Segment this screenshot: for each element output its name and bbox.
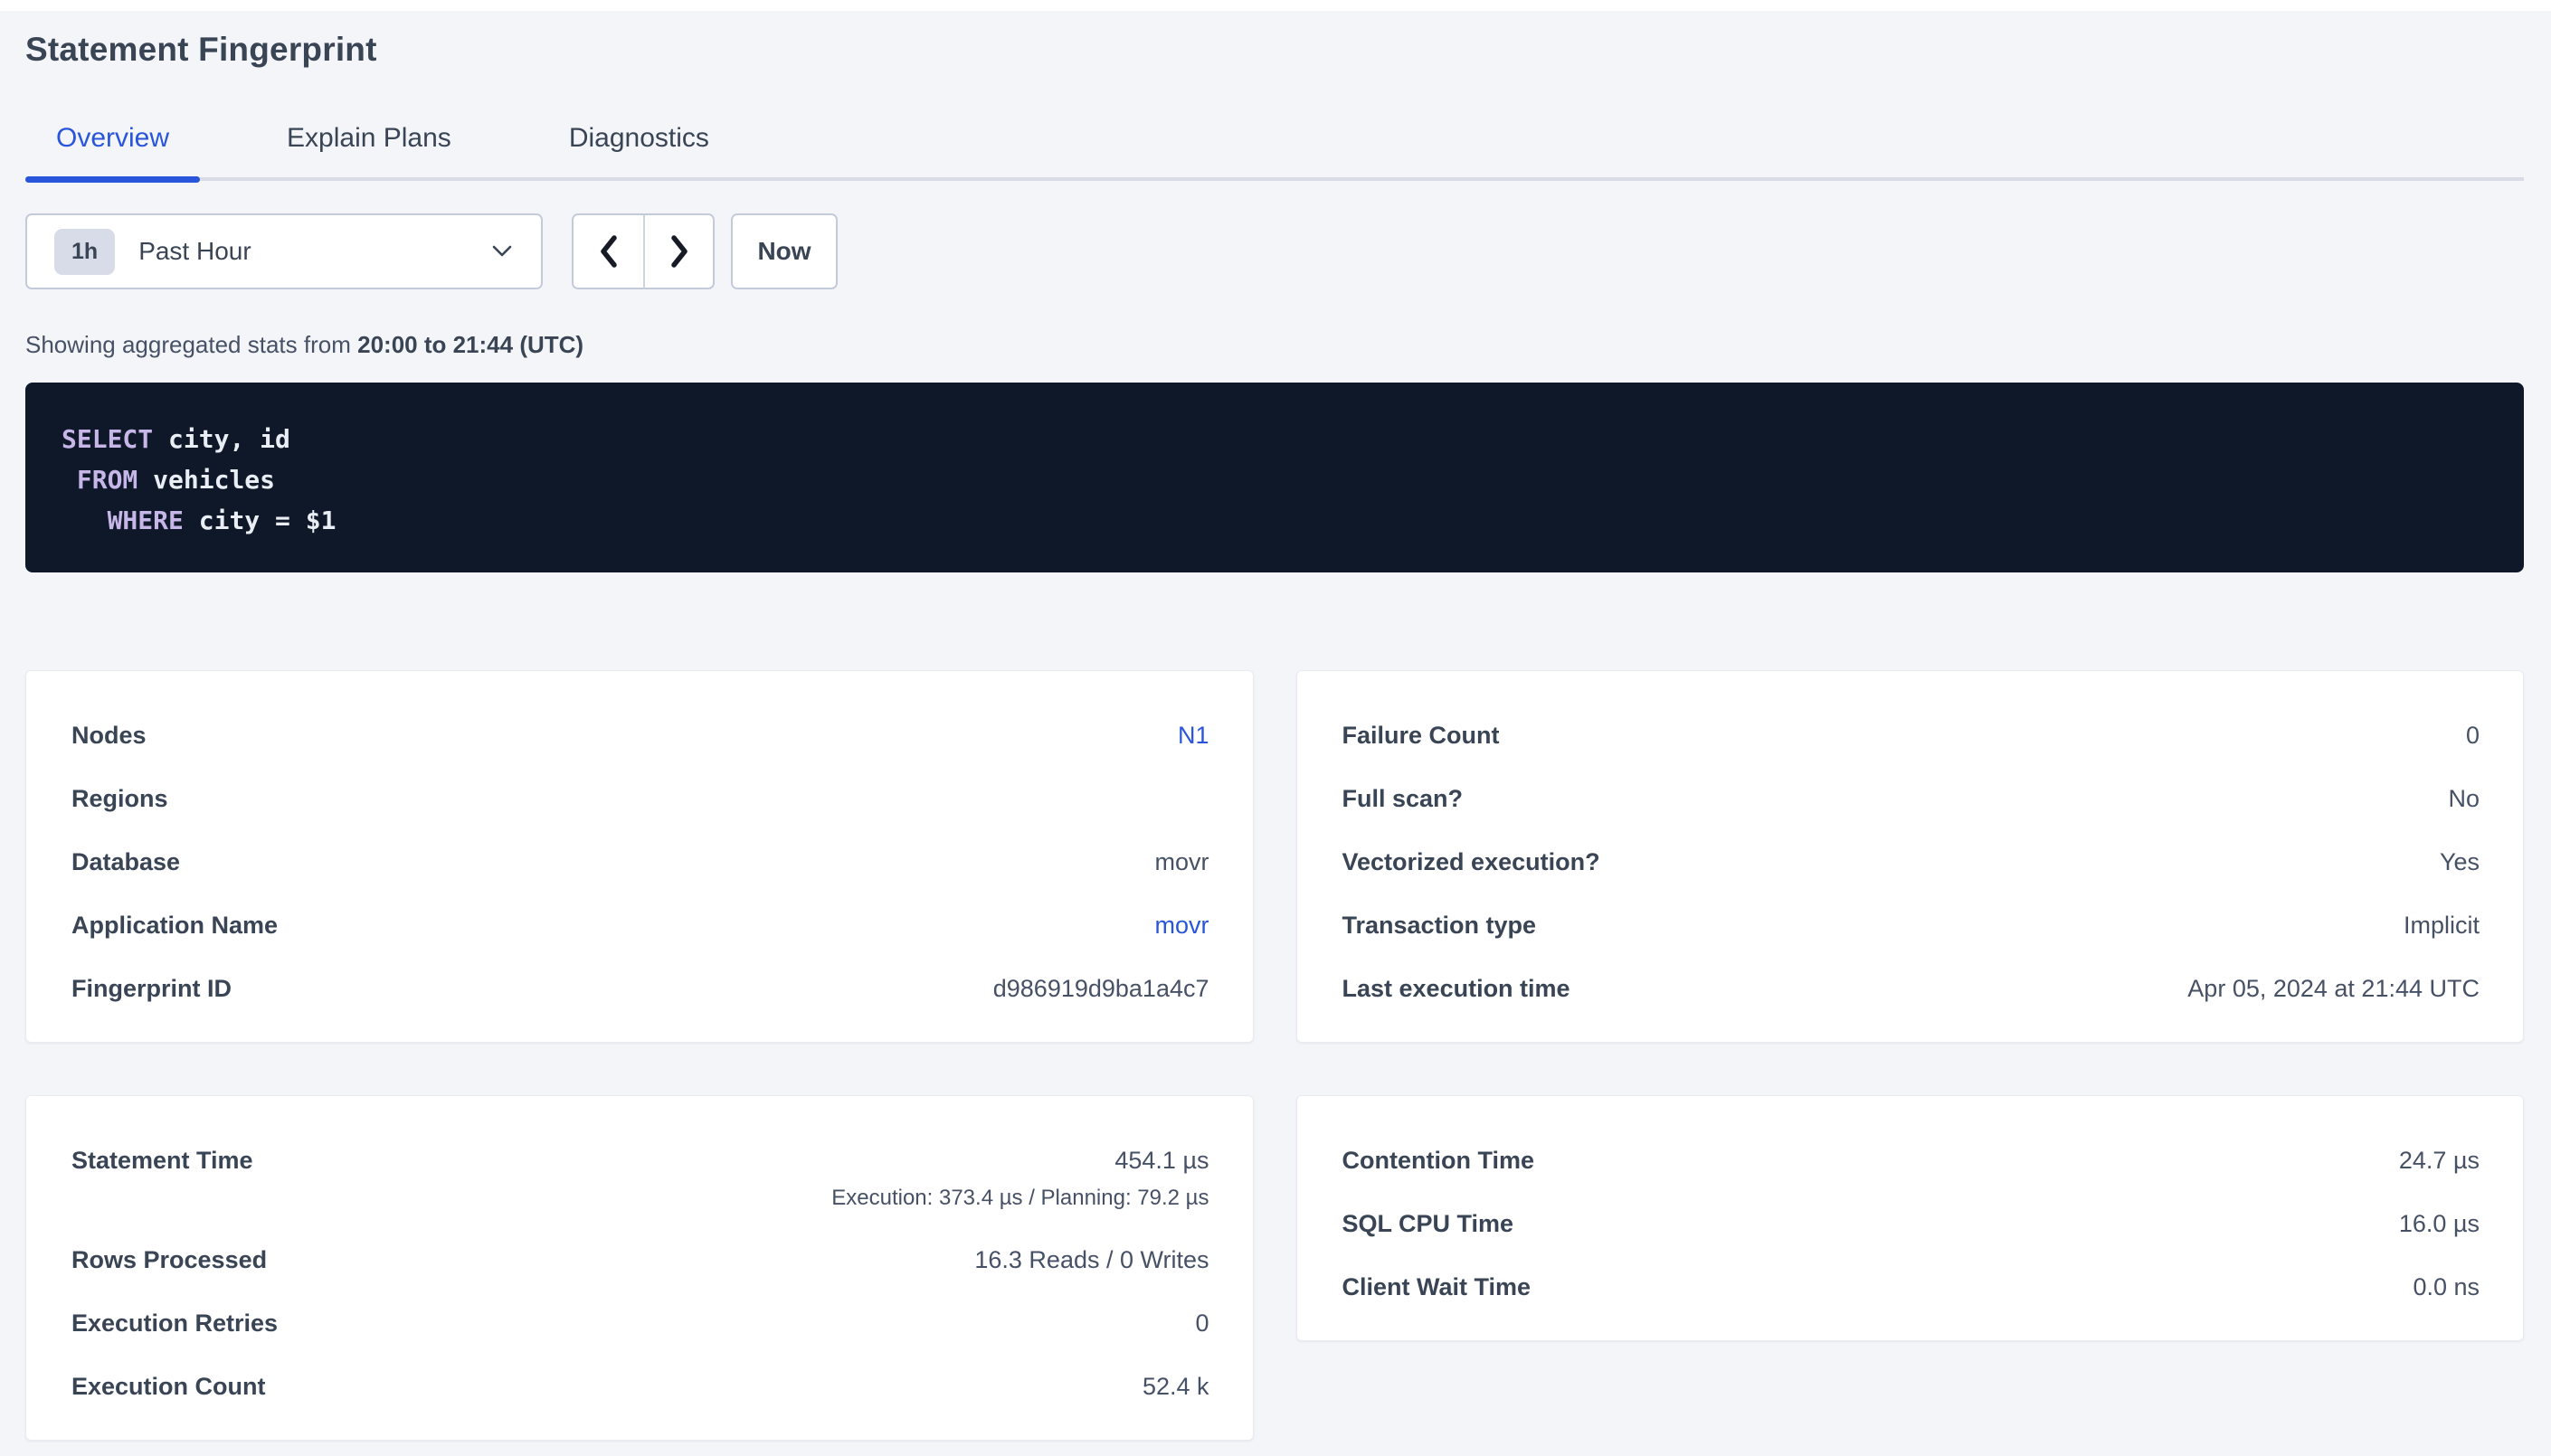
client-wait-time-value: 0.0 ns (2413, 1273, 2480, 1300)
table-row: Contention Time 24.7 µs (1342, 1145, 2480, 1176)
row-label-application-name: Application Name (71, 912, 279, 939)
row-label-vectorized-execution: Vectorized execution? (1342, 848, 1600, 875)
rows-processed-value: 16.3 Reads / 0 Writes (974, 1246, 1209, 1273)
statement-stats-card: Statement Time 454.1 µs Execution: 373.4… (25, 1095, 1254, 1441)
time-controls: 1h Past Hour (25, 213, 2524, 289)
execution-count-value: 52.4 k (1142, 1373, 1209, 1400)
sql-statement-box: SELECT city, id FROM vehicles WHERE city… (25, 383, 2524, 572)
row-label-fingerprint-id: Fingerprint ID (71, 975, 232, 1002)
table-row: Vectorized execution? Yes (1342, 846, 2480, 877)
statement-time-breakdown: Execution: 373.4 µs / Planning: 79.2 µs (831, 1186, 1209, 1210)
fingerprint-id-value: d986919d9ba1a4c7 (992, 975, 1209, 1002)
sql-keyword: FROM (76, 465, 138, 495)
page-title: Statement Fingerprint (25, 31, 377, 68)
now-button[interactable]: Now (731, 213, 838, 289)
full-scan-value: No (2448, 785, 2480, 812)
table-row: Rows Processed 16.3 Reads / 0 Writes (71, 1244, 1209, 1275)
sql-text: city = $1 (183, 506, 337, 535)
sql-keyword: SELECT (62, 424, 154, 454)
vectorized-execution-value: Yes (2439, 848, 2480, 875)
previous-time-range-button[interactable] (574, 215, 643, 288)
application-name-link[interactable]: movr (1154, 912, 1209, 939)
row-label-execution-count: Execution Count (71, 1373, 266, 1400)
wait-stats-card: Contention Time 24.7 µs SQL CPU Time 16.… (1295, 1095, 2524, 1341)
sql-line: SELECT city, id (62, 419, 2488, 459)
row-label-transaction-type: Transaction type (1342, 912, 1537, 939)
page-top-strip (0, 0, 2551, 11)
table-row: Database movr (71, 846, 1209, 877)
failure-count-value: 0 (2465, 722, 2480, 749)
row-label-statement-time: Statement Time (71, 1147, 253, 1174)
statement-time-value: 454.1 µs Execution: 373.4 µs / Planning:… (831, 1147, 1209, 1210)
table-row: Execution Retries 0 (71, 1308, 1209, 1338)
table-row: Regions (71, 783, 1209, 814)
tab-bar: Overview Explain Plans Diagnostics (25, 123, 2524, 183)
database-value: movr (1154, 848, 1209, 875)
table-row: SQL CPU Time 16.0 µs (1342, 1208, 2480, 1239)
row-label-last-execution-time: Last execution time (1342, 975, 1570, 1002)
time-range-badge: 1h (54, 228, 116, 275)
row-label-execution-retries: Execution Retries (71, 1309, 279, 1337)
time-pager (572, 213, 715, 289)
time-range-label: Past Hour (138, 237, 251, 265)
table-row: Last execution time Apr 05, 2024 at 21:4… (1342, 973, 2480, 1004)
sql-text: vehicles (138, 465, 276, 495)
table-row: Client Wait Time 0.0 ns (1342, 1272, 2480, 1302)
details-card-right: Failure Count 0 Full scan? No Vectorized… (1295, 670, 2524, 1043)
execution-retries-value: 0 (1195, 1309, 1209, 1337)
transaction-type-value: Implicit (2403, 912, 2480, 939)
last-execution-time-value: Apr 05, 2024 at 21:44 UTC (2187, 975, 2480, 1002)
contention-time-value: 24.7 µs (2398, 1147, 2480, 1174)
row-label-database: Database (71, 848, 181, 875)
statement-fingerprint-page: Statement Fingerprint Overview Explain P… (0, 31, 2551, 1441)
nodes-link[interactable]: N1 (1177, 722, 1209, 749)
chevron-right-icon (669, 234, 690, 269)
summary-cards: Nodes N1 Regions Database movr Applicati… (25, 670, 2524, 1441)
next-time-range-button[interactable] (643, 215, 713, 288)
row-label-rows-processed: Rows Processed (71, 1246, 268, 1273)
row-label-full-scan: Full scan? (1342, 785, 1464, 812)
aggregated-stats-line: Showing aggregated stats from 20:00 to 2… (25, 331, 2524, 359)
table-row: Failure Count 0 (1342, 720, 2480, 751)
details-card-left: Nodes N1 Regions Database movr Applicati… (25, 670, 1254, 1043)
aggregated-stats-range: 20:00 to 21:44 (UTC) (357, 331, 584, 358)
sql-cpu-time-value: 16.0 µs (2398, 1210, 2480, 1237)
row-label-client-wait-time: Client Wait Time (1342, 1273, 1532, 1300)
sql-line: FROM vehicles (62, 459, 2488, 500)
time-range-select[interactable]: 1h Past Hour (25, 213, 543, 289)
sql-line: WHERE city = $1 (62, 500, 2488, 541)
table-row: Statement Time 454.1 µs Execution: 373.4… (71, 1145, 1209, 1212)
row-label-contention-time: Contention Time (1342, 1147, 1535, 1174)
table-row: Application Name movr (71, 910, 1209, 941)
row-label-nodes: Nodes (71, 722, 147, 749)
aggregated-stats-prefix: Showing aggregated stats from (25, 331, 358, 358)
table-row: Nodes N1 (71, 720, 1209, 751)
tab-diagnostics[interactable]: Diagnostics (568, 123, 709, 153)
row-label-sql-cpu-time: SQL CPU Time (1342, 1210, 1514, 1237)
tab-explain-plans[interactable]: Explain Plans (287, 123, 451, 153)
table-row: Execution Count 52.4 k (71, 1371, 1209, 1402)
table-row: Fingerprint ID d986919d9ba1a4c7 (71, 973, 1209, 1004)
chevron-down-icon (488, 242, 516, 260)
table-row: Transaction type Implicit (1342, 910, 2480, 941)
row-label-failure-count: Failure Count (1342, 722, 1500, 749)
chevron-left-icon (598, 234, 620, 269)
tab-overview[interactable]: Overview (25, 123, 201, 183)
sql-keyword: WHERE (107, 506, 184, 535)
row-label-regions: Regions (71, 785, 168, 812)
sql-text: city, id (153, 424, 290, 454)
table-row: Full scan? No (1342, 783, 2480, 814)
